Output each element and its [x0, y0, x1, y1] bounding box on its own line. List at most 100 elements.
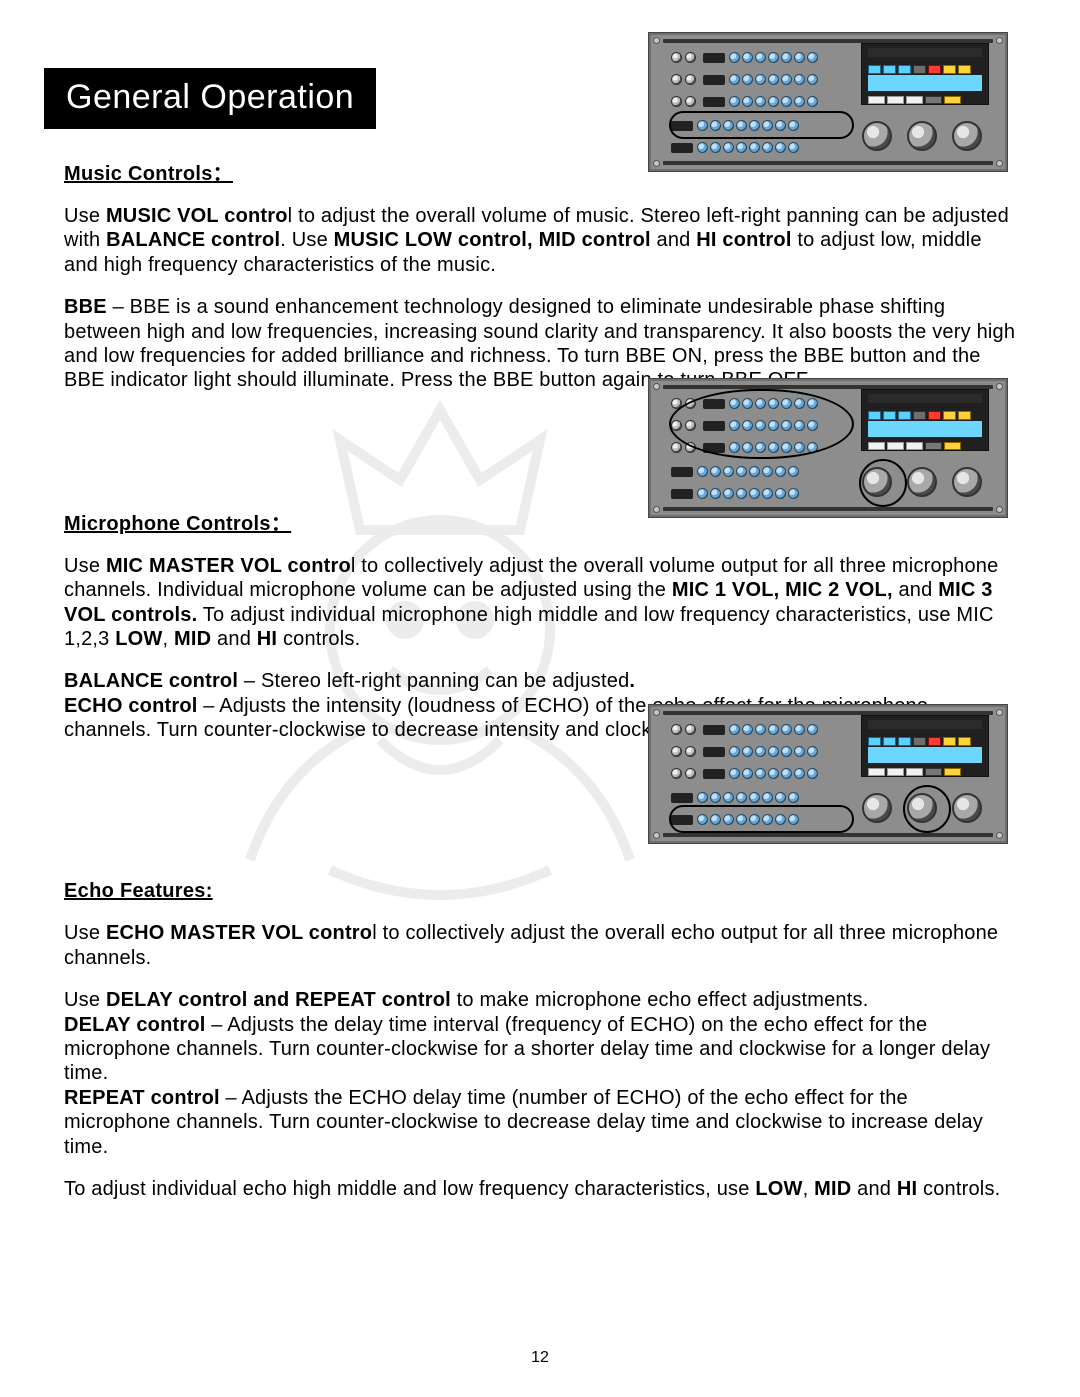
music-master-knob-icon	[952, 121, 982, 151]
text-bold: MUSIC LOW control, MID control	[334, 229, 651, 251]
echo-row-highlight-icon	[669, 805, 854, 833]
heading-colon: ：	[271, 513, 291, 535]
page-number: 12	[0, 1349, 1080, 1367]
text: and	[211, 628, 256, 650]
echo-p2: Use DELAY control and REPEAT control to …	[64, 988, 1016, 1012]
page-title: General Operation	[44, 68, 376, 129]
text: Use	[64, 922, 106, 944]
text-bold: MID	[814, 1178, 851, 1200]
music-master-knob-icon	[952, 467, 982, 497]
amplifier-diagram-music	[648, 32, 1008, 172]
heading-text: Music Controls	[64, 163, 213, 185]
heading-text: Microphone Controls	[64, 513, 271, 535]
mic-master-knob-icon	[862, 121, 892, 151]
text-bold: BBE	[64, 296, 107, 318]
panel-strip-icon	[663, 161, 993, 165]
lcd-icon	[868, 421, 982, 437]
screw-icon	[653, 383, 660, 390]
text-bold: MIC 1 VOL, MIC 2 VOL,	[672, 579, 893, 601]
bottom-button-row-icon	[868, 437, 982, 446]
mic-rows-highlight-icon	[669, 389, 854, 459]
echo-p4: REPEAT control – Adjusts the ECHO delay …	[64, 1086, 1016, 1159]
text-bold: DELAY control	[64, 1014, 206, 1036]
mic-row-2	[671, 743, 849, 761]
mic-row-3	[671, 93, 849, 111]
text-bold: HI	[897, 1178, 917, 1200]
label-strip-icon	[868, 394, 982, 403]
text-bold: LOW	[755, 1178, 802, 1200]
screw-icon	[996, 709, 1003, 716]
text-bold: .	[629, 670, 635, 692]
text: controls.	[917, 1178, 1000, 1200]
echo-row	[671, 139, 849, 157]
echo-master-knob-icon	[907, 121, 937, 151]
lcd-icon	[868, 747, 982, 763]
mic-p2: BALANCE control – Stereo left-right pann…	[64, 669, 1016, 693]
mic-row-3	[671, 765, 849, 783]
screw-icon	[653, 709, 660, 716]
button-row-icon	[868, 733, 982, 743]
mic-master-knob-icon	[862, 793, 892, 823]
echo-features-heading: Echo Features:	[64, 880, 1016, 903]
text-bold: BALANCE control	[106, 229, 280, 251]
mic-row-1	[671, 49, 849, 67]
echo-master-highlight-icon	[903, 785, 951, 833]
screw-icon	[653, 160, 660, 167]
text-bold: MUSIC VOL contro	[106, 205, 288, 227]
music-row-highlight-icon	[669, 111, 854, 139]
text: and	[893, 579, 938, 601]
control-display	[861, 715, 989, 777]
text-bold: HI	[257, 628, 277, 650]
amplifier-diagram-echo	[648, 704, 1008, 844]
manual-page: General Operation Music Controls： Use MU…	[0, 0, 1080, 1397]
text: Use	[64, 205, 106, 227]
panel-strip-icon	[663, 833, 993, 837]
text: controls.	[277, 628, 360, 650]
text-bold: DELAY control and REPEAT control	[106, 989, 451, 1011]
echo-p5: To adjust individual echo high middle an…	[64, 1177, 1016, 1201]
text: and	[651, 229, 696, 251]
text: and	[851, 1178, 896, 1200]
mic-master-highlight-icon	[859, 459, 907, 507]
text: – Stereo left-right panning can be adjus…	[238, 670, 629, 692]
label-strip-icon	[868, 48, 982, 57]
amplifier-diagram-mic	[648, 378, 1008, 518]
lcd-icon	[868, 75, 982, 91]
text-bold: ECHO control	[64, 695, 198, 717]
text-bold: MID	[174, 628, 211, 650]
screw-icon	[996, 506, 1003, 513]
screw-icon	[996, 160, 1003, 167]
button-row-icon	[868, 61, 982, 71]
control-display	[861, 43, 989, 105]
text-bold: REPEAT control	[64, 1087, 220, 1109]
text-bold: LOW	[115, 628, 162, 650]
panel-strip-icon	[663, 507, 993, 511]
mic-row-2	[671, 71, 849, 89]
echo-p3: DELAY control – Adjusts the delay time i…	[64, 1013, 1016, 1086]
screw-icon	[653, 832, 660, 839]
screw-icon	[653, 37, 660, 44]
music-master-knob-icon	[952, 793, 982, 823]
mic-p1: Use MIC MASTER VOL control to collective…	[64, 554, 1016, 652]
music-row	[671, 463, 849, 481]
music-p1: Use MUSIC VOL control to adjust the over…	[64, 204, 1016, 277]
text-bold: MIC MASTER VOL contro	[106, 555, 351, 577]
screw-icon	[996, 383, 1003, 390]
screw-icon	[996, 37, 1003, 44]
text: . Use	[280, 229, 333, 251]
text: Use	[64, 555, 106, 577]
heading-colon: ：	[213, 163, 233, 185]
bottom-button-row-icon	[868, 763, 982, 772]
screw-icon	[996, 832, 1003, 839]
text-bold: ECHO MASTER VOL contro	[106, 922, 372, 944]
text: ,	[803, 1178, 815, 1200]
text-bold: BALANCE control	[64, 670, 238, 692]
text: To adjust individual echo high middle an…	[64, 1178, 755, 1200]
echo-master-knob-icon	[907, 467, 937, 497]
control-display	[861, 389, 989, 451]
echo-p1: Use ECHO MASTER VOL control to collectiv…	[64, 921, 1016, 970]
screw-icon	[653, 506, 660, 513]
text: ,	[163, 628, 175, 650]
label-strip-icon	[868, 720, 982, 729]
mic-row-1	[671, 721, 849, 739]
